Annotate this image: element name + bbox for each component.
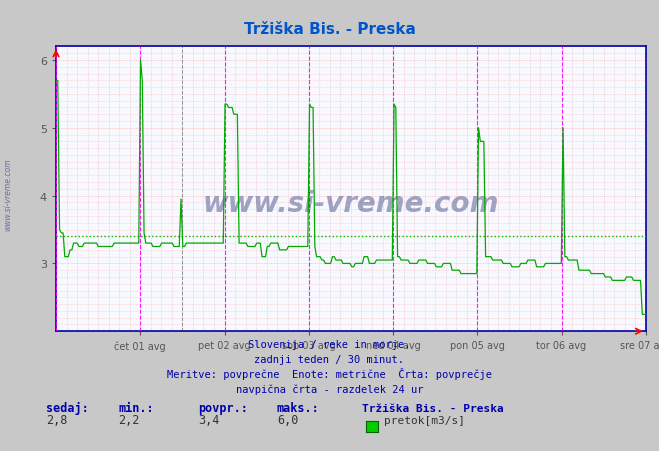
Text: Slovenija / reke in morje.: Slovenija / reke in morje. [248, 339, 411, 349]
Text: zadnji teden / 30 minut.: zadnji teden / 30 minut. [254, 354, 405, 364]
Text: 3,4: 3,4 [198, 413, 219, 426]
Text: Tržiška Bis. - Preska: Tržiška Bis. - Preska [362, 403, 504, 413]
Text: www.si-vreme.com: www.si-vreme.com [3, 158, 13, 230]
Text: min.:: min.: [119, 401, 154, 414]
Text: maks.:: maks.: [277, 401, 320, 414]
Text: 2,8: 2,8 [46, 413, 67, 426]
Text: povpr.:: povpr.: [198, 401, 248, 414]
Text: 6,0: 6,0 [277, 413, 298, 426]
Text: Tržiška Bis. - Preska: Tržiška Bis. - Preska [244, 22, 415, 37]
Text: sedaj:: sedaj: [46, 401, 89, 414]
Text: navpična črta - razdelek 24 ur: navpična črta - razdelek 24 ur [236, 383, 423, 394]
Text: Meritve: povprečne  Enote: metrične  Črta: povprečje: Meritve: povprečne Enote: metrične Črta:… [167, 367, 492, 379]
Text: pretok[m3/s]: pretok[m3/s] [384, 415, 465, 425]
Text: 2,2: 2,2 [119, 413, 140, 426]
Text: www.si-vreme.com: www.si-vreme.com [203, 190, 499, 217]
